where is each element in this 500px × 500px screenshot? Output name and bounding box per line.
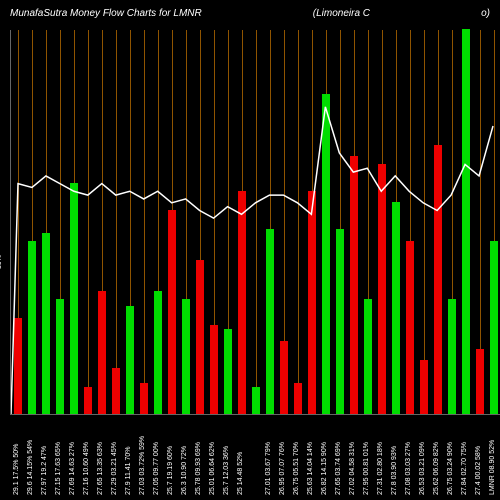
- x-tick-label: 26.3 10.90 72%: [181, 415, 188, 495]
- bar: [280, 341, 288, 414]
- x-tick-label: 29.6 14.15% 54%: [27, 415, 34, 495]
- grid-line: [256, 30, 257, 414]
- x-tick-label: 27.97 19.2 47%: [41, 415, 48, 495]
- x-tick-label: 27.16 10.60 49%: [83, 415, 90, 495]
- grid-line: [298, 30, 299, 414]
- bar: [112, 368, 120, 414]
- bar: [70, 183, 78, 414]
- x-tick-label: 26.95 07.07 76%: [279, 415, 286, 495]
- x-tick-label: 25 14.48 52%: [237, 415, 244, 495]
- bar: [196, 260, 204, 414]
- bar: [476, 349, 484, 414]
- x-tick-label: 26.75 03.24 90%: [447, 415, 454, 495]
- grid-line: [116, 30, 117, 414]
- bar: [364, 299, 372, 415]
- x-tick-label: 27.4 00.02 58%: [475, 415, 482, 495]
- x-axis-labels: 29.1 17.5% 50% 29.6 14.15% 54% 27.97 19.2 …: [10, 415, 500, 500]
- bar: [420, 360, 428, 414]
- title-left: MunafaSutra Money Flow Charts for LMNR: [10, 8, 202, 19]
- bar: [126, 306, 134, 414]
- bar: [84, 387, 92, 414]
- bar: [56, 299, 64, 415]
- bar: [266, 229, 274, 414]
- bar: [322, 94, 330, 414]
- x-tick-label: 25.78 09.93 69%: [195, 415, 202, 495]
- x-tick-label: 27.03 03.72% 59%: [139, 415, 146, 495]
- x-tick-label: 27.31 02.80 18%: [377, 415, 384, 495]
- bar: [462, 29, 470, 414]
- bar: [490, 241, 498, 414]
- x-tick-label: 29.1 17.5% 50%: [13, 415, 20, 495]
- x-tick-label: 27.08 03.03 27%: [405, 415, 412, 495]
- bar: [98, 291, 106, 414]
- chart-header: MunafaSutra Money Flow Charts for LMNR (…: [10, 8, 490, 19]
- bar: [350, 156, 358, 414]
- x-tick-label: 27.05 09.77 00%: [153, 415, 160, 495]
- bar: [238, 191, 246, 414]
- x-tick-label: 27.69 14.63 27%: [69, 415, 76, 495]
- x-tick-label: 25.7 12.03 36%: [223, 415, 230, 495]
- bar: [252, 387, 260, 414]
- x-tick-label: 27.15 17.63 65%: [55, 415, 62, 495]
- x-tick-label: 27.02 04.58 31%: [349, 415, 356, 495]
- bar: [392, 202, 400, 414]
- y-tick-label: 39%: [0, 255, 3, 269]
- x-tick-label: 27.29 03.21 45%: [111, 415, 118, 495]
- x-tick-label: 25.7 19.19 60%: [167, 415, 174, 495]
- bar: [378, 164, 386, 414]
- x-tick-label: LMNR 08.90 52%: [489, 415, 496, 495]
- x-tick-label: 25.01 06.64 62%: [209, 415, 216, 495]
- bar: [28, 241, 36, 414]
- bar: [182, 299, 190, 415]
- x-tick-label: 25.62 06.09 82%: [433, 415, 440, 495]
- x-tick-label: 25.63 14.04 14%: [307, 415, 314, 495]
- bar: [154, 291, 162, 414]
- chart-area: [10, 30, 500, 415]
- bar: [224, 329, 232, 414]
- x-tick-label: 27.65 03.74 69%: [335, 415, 342, 495]
- grid-line: [88, 30, 89, 414]
- x-tick-label: 27.01 03.67 79%: [265, 415, 272, 495]
- x-tick-label: 26.75 05.51 70%: [293, 415, 300, 495]
- x-tick-label: 27.95 00.81 01%: [363, 415, 370, 495]
- x-tick-label: 26.53 03.21 09%: [419, 415, 426, 495]
- x-tick-label: 26.82 14.15 90%: [321, 415, 328, 495]
- bar: [308, 191, 316, 414]
- x-tick-label: 27.8 03.90 93%: [391, 415, 398, 495]
- x-tick-label: 27.9 11.41 70%: [125, 415, 132, 495]
- title-middle: (Limoneira C: [313, 8, 370, 19]
- bar: [294, 383, 302, 414]
- bar: [168, 210, 176, 414]
- bar: [336, 229, 344, 414]
- bar: [448, 299, 456, 415]
- bar: [406, 241, 414, 414]
- bar: [14, 318, 22, 414]
- bar: [140, 383, 148, 414]
- grid-line: [144, 30, 145, 414]
- x-tick-label: 27.65 13.35 63%: [97, 415, 104, 495]
- grid-line: [424, 30, 425, 414]
- title-right: o): [481, 8, 490, 19]
- x-tick-label: 27.84 02.70 75%: [461, 415, 468, 495]
- bar: [210, 325, 218, 414]
- bar: [434, 145, 442, 415]
- bar: [42, 233, 50, 414]
